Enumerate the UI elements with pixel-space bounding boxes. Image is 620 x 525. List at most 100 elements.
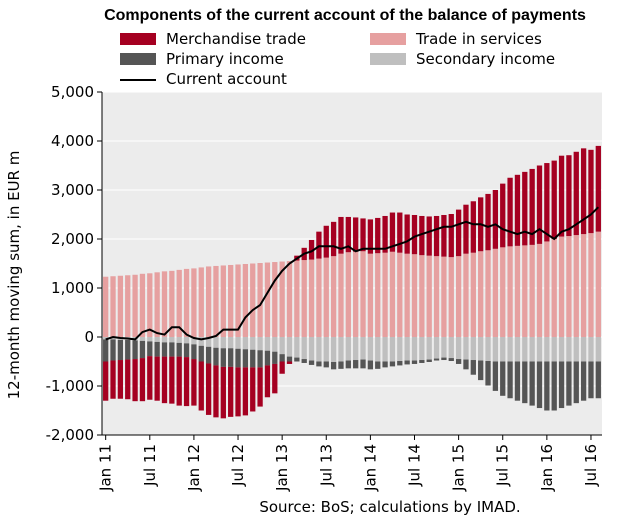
bar-merchandise: [522, 171, 528, 246]
bar-services: [426, 255, 432, 337]
legend-line-current: [120, 79, 156, 81]
x-tick-label: Jan 14: [361, 444, 379, 492]
bar-merchandise: [441, 214, 447, 257]
bar-primary: [198, 345, 204, 362]
bar-merchandise: [205, 363, 212, 415]
y-tick-label: 5,000: [51, 83, 94, 101]
bar-primary: [338, 361, 344, 369]
bar-secondary: [242, 337, 249, 350]
bar-services: [213, 265, 219, 337]
bar-secondary: [279, 337, 285, 355]
y-tick-label: -1,000: [46, 377, 94, 395]
bar-services: [529, 244, 535, 337]
bar-secondary: [257, 337, 263, 351]
bar-merchandise: [154, 356, 160, 401]
bar-services: [161, 271, 168, 337]
bar-merchandise: [529, 168, 535, 245]
bar-services: [220, 265, 226, 337]
bar-secondary: [536, 337, 543, 362]
bar-primary: [176, 342, 182, 357]
bar-services: [250, 263, 256, 337]
bar-services: [367, 253, 374, 337]
bar-primary: [323, 361, 329, 368]
bar-services: [139, 273, 146, 337]
bar-merchandise: [103, 361, 109, 401]
bar-primary: [191, 344, 197, 360]
bar-secondary: [455, 337, 462, 360]
bar-merchandise: [595, 145, 601, 232]
bar-services: [176, 269, 182, 337]
y-tick-label: 4,000: [51, 132, 94, 150]
bar-secondary: [183, 337, 190, 344]
bar-services: [580, 234, 587, 337]
bar-secondary: [161, 337, 168, 343]
legend-swatch-merchandise: [120, 33, 156, 45]
bar-secondary: [558, 337, 565, 362]
bar-primary: [588, 361, 594, 399]
bar-secondary: [522, 337, 528, 362]
bar-primary: [154, 341, 160, 357]
bar-services: [345, 252, 351, 337]
bar-merchandise: [213, 365, 219, 418]
bar-merchandise: [169, 356, 175, 404]
bar-merchandise: [139, 358, 146, 402]
bar-primary: [228, 348, 234, 367]
bar-services: [558, 236, 565, 337]
bar-services: [470, 252, 476, 337]
bar-merchandise: [132, 359, 138, 402]
bar-services: [272, 262, 278, 337]
bar-secondary: [301, 337, 307, 360]
bar-primary: [433, 358, 440, 361]
bar-merchandise: [514, 174, 521, 246]
bar-services: [205, 266, 212, 337]
x-tick-label: Jul 11: [141, 444, 159, 487]
y-tick-label: 2,000: [51, 230, 94, 248]
bar-merchandise: [566, 155, 572, 237]
bar-services: [411, 254, 418, 337]
bar-merchandise: [433, 215, 440, 257]
bar-primary: [478, 360, 484, 381]
bar-primary: [522, 361, 528, 404]
bar-services: [242, 263, 249, 337]
bar-merchandise: [558, 155, 565, 237]
bar-services: [419, 255, 425, 337]
bar-merchandise: [544, 163, 550, 242]
bar-services: [301, 260, 307, 337]
bar-services: [294, 260, 300, 337]
bar-secondary: [507, 337, 513, 362]
bar-secondary: [478, 337, 484, 361]
bar-primary: [382, 361, 388, 368]
bar-primary: [389, 361, 396, 367]
x-tick-label: Jan 11: [97, 444, 115, 492]
bar-services: [264, 262, 271, 337]
bar-services: [191, 268, 197, 337]
bar-secondary: [573, 337, 579, 362]
bar-secondary: [250, 337, 256, 350]
bar-merchandise: [279, 361, 285, 374]
bar-secondary: [213, 337, 219, 348]
legend-label-merchandise: Merchandise trade: [166, 30, 306, 48]
bar-merchandise: [228, 366, 234, 417]
bar-merchandise: [242, 367, 249, 416]
bar-merchandise: [220, 366, 226, 419]
bar-merchandise: [257, 367, 263, 407]
x-tick-label: Jul 12: [229, 444, 247, 487]
bar-primary: [360, 359, 366, 369]
bar-primary: [330, 361, 337, 370]
bar-secondary: [220, 337, 226, 349]
bar-services: [566, 236, 572, 337]
bar-services: [485, 250, 491, 337]
bar-merchandise: [382, 215, 388, 253]
bar-merchandise: [176, 356, 182, 406]
bar-secondary: [294, 337, 300, 358]
bar-services: [286, 261, 293, 337]
bar-primary: [485, 361, 491, 386]
source-note: Source: BoS; calculations by IMAD.: [259, 498, 521, 516]
bar-primary: [103, 339, 109, 362]
bar-merchandise: [125, 359, 131, 400]
bar-services: [279, 261, 285, 337]
y-tick-label: 0: [84, 328, 94, 346]
bar-merchandise: [367, 219, 374, 254]
bar-services: [478, 251, 484, 337]
bar-services: [551, 239, 557, 337]
